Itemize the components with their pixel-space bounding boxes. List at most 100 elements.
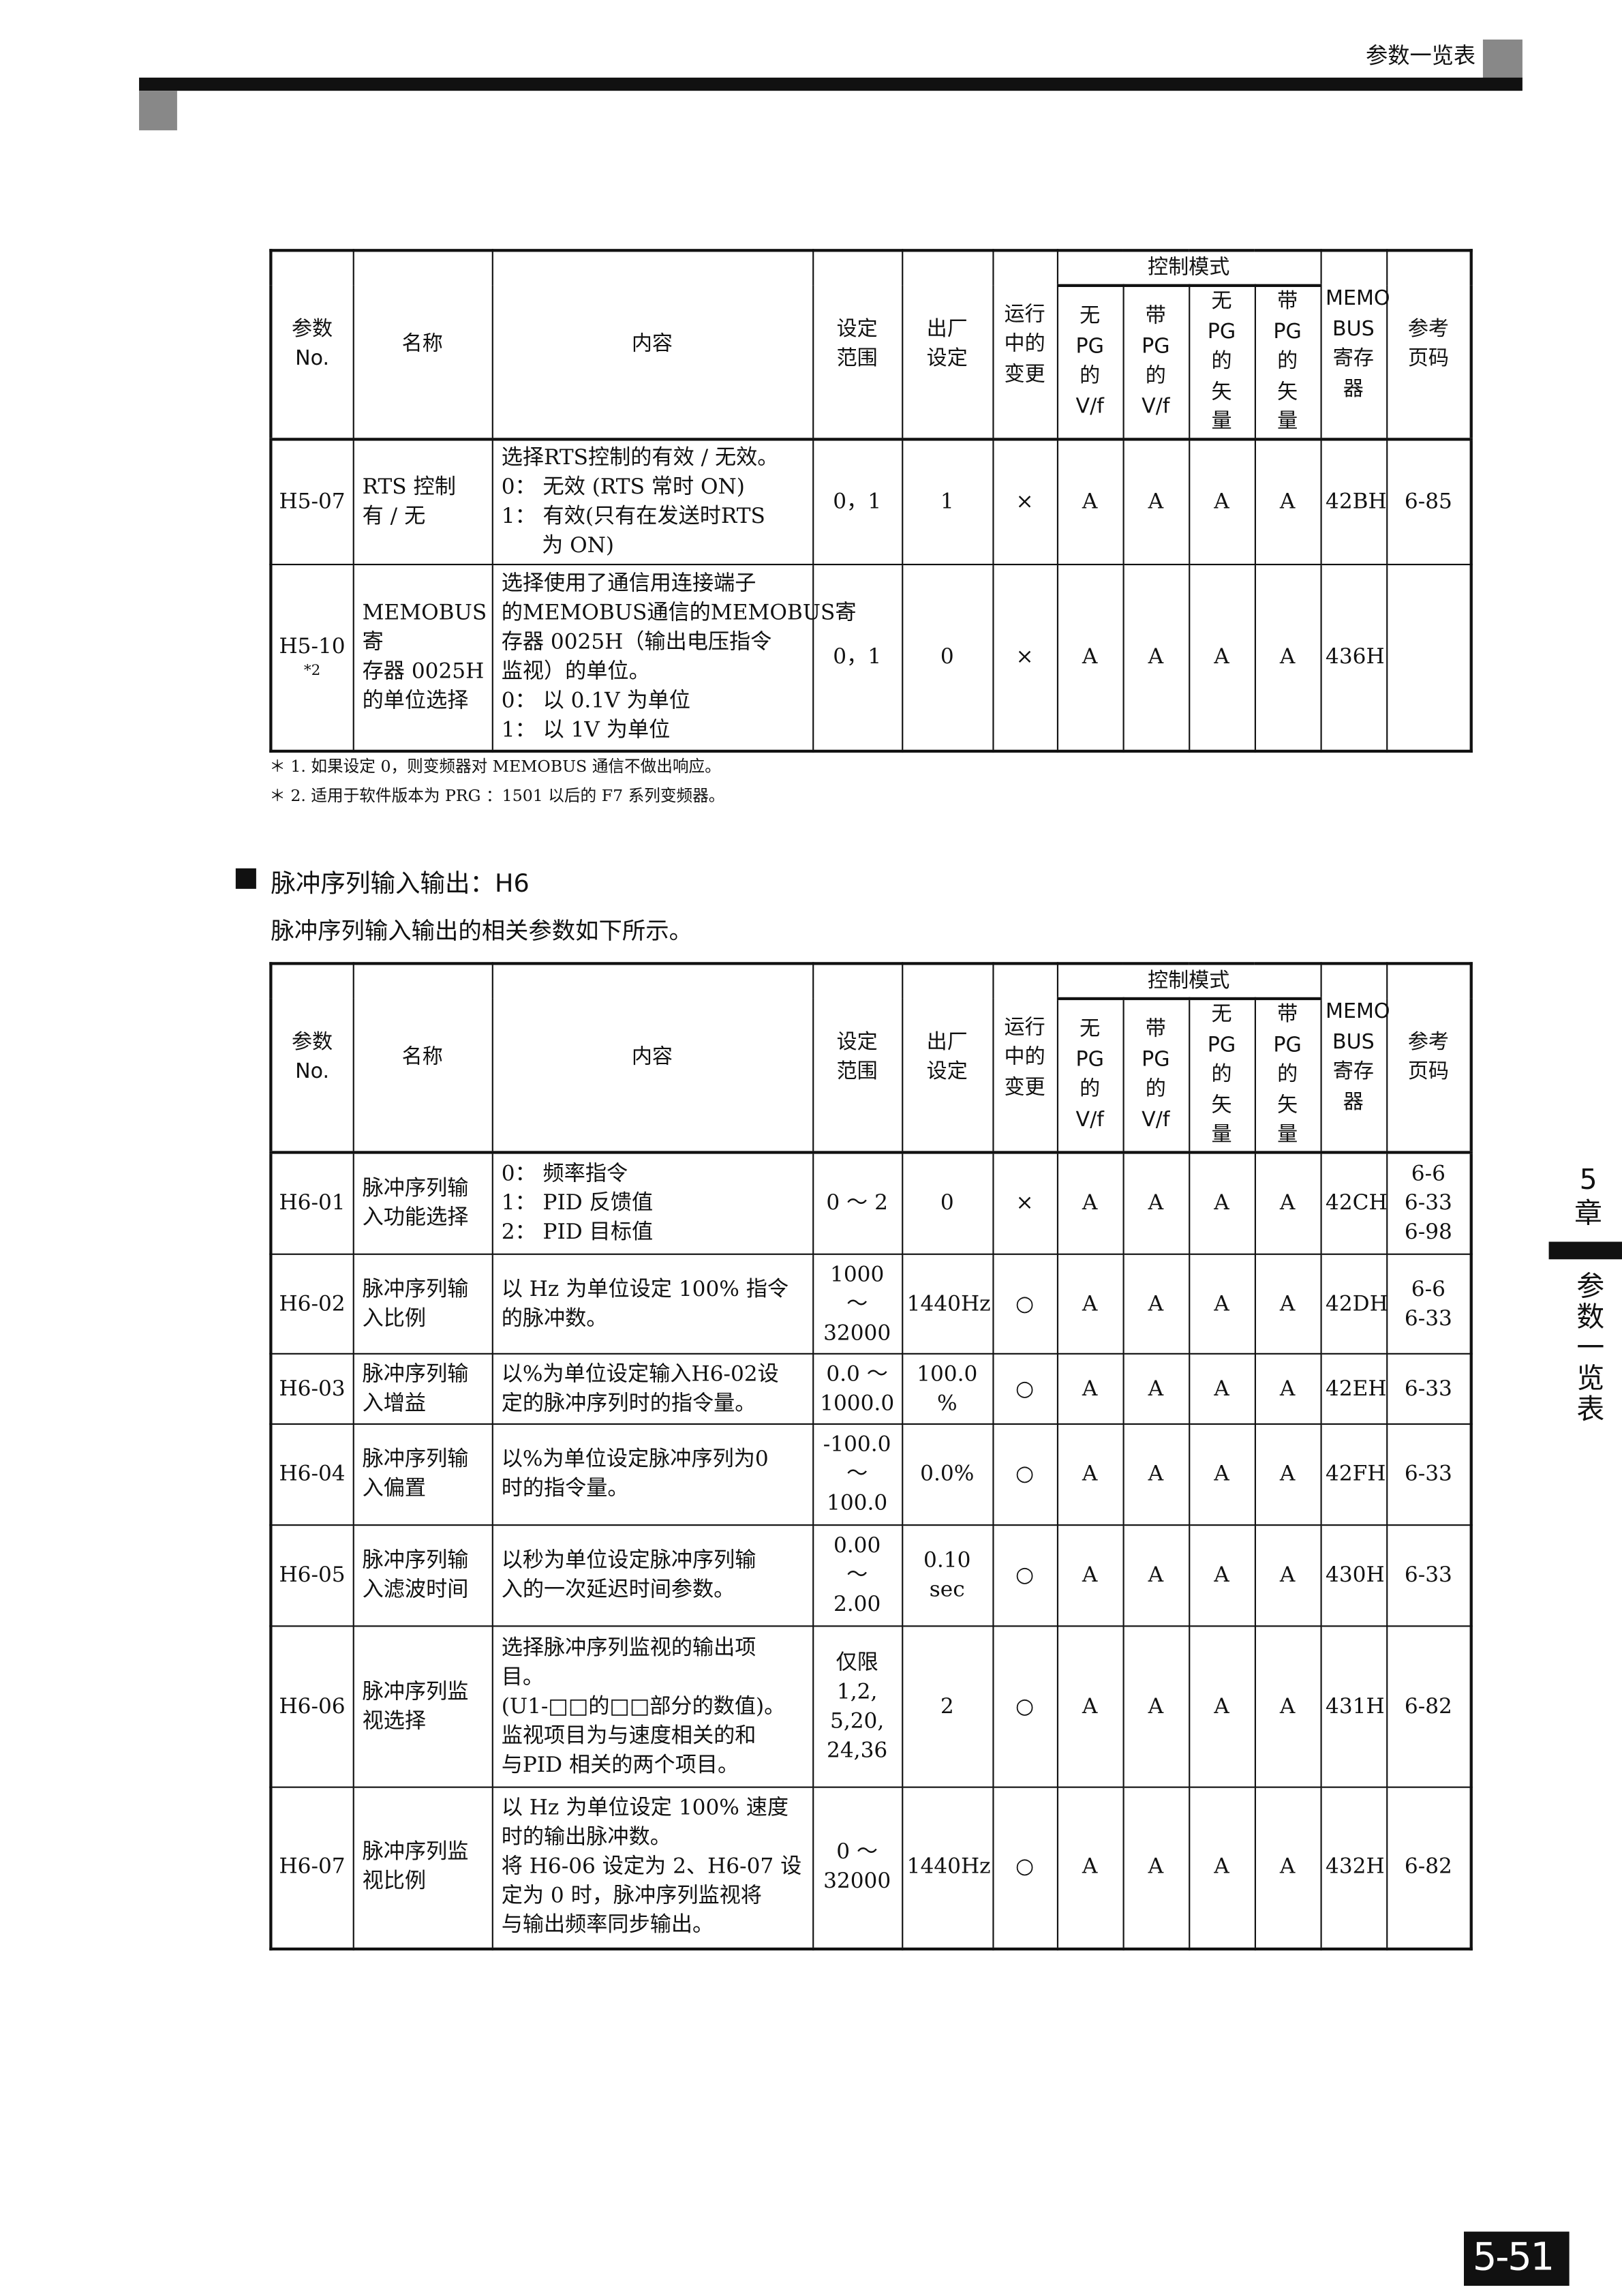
param-page: 6-85: [1386, 438, 1472, 566]
param-content: 选择RTS控制的有效 / 无效。 0： 无效 (RTS 常时 ON) 1： 有效(只…: [491, 438, 814, 566]
param-default: 0.10 sec: [901, 1524, 994, 1627]
cell-line: ×: [1015, 645, 1034, 669]
param-register: 436H: [1319, 563, 1388, 751]
cell-line: 带: [1277, 290, 1298, 314]
param-mode: A: [1188, 1524, 1255, 1627]
param-register: 430H: [1319, 1524, 1388, 1627]
cell-line: 仅限: [836, 1650, 878, 1675]
param-range: 1000 ～ 32000: [812, 1253, 903, 1355]
cell-line: 的: [1211, 350, 1232, 374]
param-page: [1386, 563, 1472, 751]
param-mode: A: [1188, 1423, 1255, 1526]
cell-line: 0 ～ 2: [826, 1191, 888, 1215]
param-content: 以秒为单位设定脉冲序列输 入的一次延迟时间参数。: [491, 1524, 814, 1627]
cell-line: 1： 有效(只有在发送时RTS: [501, 504, 765, 528]
header-title: 参数一览表: [1366, 42, 1476, 69]
param-register: 432H: [1319, 1786, 1388, 1949]
header-cell: 运行 中的 变更: [992, 963, 1058, 1153]
cell-line: 无: [1080, 305, 1101, 329]
cell-line: 内容: [631, 332, 673, 356]
param-mode: A: [1122, 1625, 1190, 1788]
header-cell: MEMO BUS 寄存器: [1319, 250, 1390, 440]
cell-line: No.: [295, 1060, 330, 1085]
param-change: ○: [992, 1524, 1058, 1627]
cell-line: 1： 以 1V 为单位: [501, 719, 671, 742]
header-cell: 参数 No.: [270, 250, 354, 440]
param-mode: A: [1122, 1786, 1190, 1949]
param-content: 以%为单位设定输入H6-02设 定的脉冲序列时的指令量。: [491, 1353, 814, 1425]
cell-line: 0.0%: [920, 1462, 975, 1487]
param-no: H6-03: [270, 1353, 354, 1425]
cell-line: 定的脉冲序列时的指令量。: [501, 1391, 756, 1416]
param-name: 脉冲序列输 入比例: [352, 1253, 493, 1355]
cell-line: 矢: [1211, 1093, 1232, 1117]
cell-line: 脉冲序列监: [362, 1680, 469, 1704]
param-no: H5-10 *2: [270, 563, 354, 751]
table-row: H6-05 脉冲序列输 入滤波时间 以秒为单位设定脉冲序列输 入的一次延迟时间参数。 0.…: [270, 1524, 1472, 1627]
param-mode: A: [1253, 1353, 1321, 1425]
cell-line: 目。: [501, 1665, 544, 1689]
cell-line: 参数: [291, 317, 333, 341]
cell-line: 内容: [631, 1045, 673, 1070]
cell-line: 与PID 相关的两个项目。: [501, 1753, 739, 1777]
param-no: H6-06: [270, 1625, 354, 1788]
param-mode: A: [1056, 1786, 1124, 1949]
cell-line: 选择脉冲序列监视的输出项: [501, 1636, 756, 1660]
param-default: 0: [901, 1151, 994, 1255]
cell-line: 42DH: [1326, 1292, 1388, 1316]
cell-line: 6-98: [1404, 1220, 1452, 1245]
cell-line: 的单位选择: [362, 689, 469, 713]
cell-line: 变更: [1004, 362, 1045, 386]
header-cell: 设定 范围: [812, 250, 903, 440]
cell-line: 1000.0: [820, 1391, 895, 1416]
cell-line: RTS 控制: [362, 475, 456, 499]
param-note: *2: [303, 663, 321, 680]
cell-line: 运行: [1004, 1015, 1045, 1040]
cell-line: 42EH: [1326, 1377, 1387, 1401]
cell-line: 0: [940, 1191, 954, 1215]
cell-line: ○: [1015, 1856, 1035, 1879]
param-default: 100.0%: [901, 1353, 994, 1425]
cell-line: 1,2,: [836, 1680, 878, 1704]
param-mode: A: [1253, 1625, 1321, 1788]
param-mode: A: [1122, 1353, 1190, 1425]
param-mode: A: [1188, 1786, 1255, 1949]
table-row: H6-07 脉冲序列监 视比例以 Hz 为单位设定 100% 速度 时的输出脉冲数。将…: [270, 1786, 1472, 1949]
cell-line: 名称: [401, 332, 443, 356]
param-default: 2: [901, 1625, 994, 1788]
cell-line: 入滤波时间: [362, 1578, 469, 1602]
cell-line: 1： PID 反馈值: [501, 1191, 654, 1215]
cell-line: H6-02: [279, 1292, 346, 1316]
param-change: ×: [992, 1151, 1058, 1255]
cell-line: 32000: [823, 1321, 891, 1345]
cell-line: 5,20,: [830, 1709, 885, 1734]
cell-line: 量: [1277, 1123, 1298, 1147]
param-page: 6-82: [1386, 1786, 1472, 1949]
cell-line: 0.10: [923, 1549, 971, 1573]
param-range: 0.0 ～ 1000.0: [812, 1353, 903, 1425]
cell-line: 0，1: [833, 490, 882, 514]
cell-line: 6-6: [1411, 1162, 1445, 1186]
cell-line: 脉冲序列输: [362, 1362, 469, 1387]
cell-line: 100.0: [827, 1492, 888, 1516]
param-mode: A: [1188, 1353, 1255, 1425]
cell-line: 1: [940, 490, 954, 514]
cell-line: 设定: [926, 1060, 968, 1085]
cell-line: 有 / 无: [362, 504, 426, 528]
cell-line: 432H: [1326, 1856, 1385, 1879]
header-cell: 设定 范围: [812, 963, 903, 1153]
header-cell: MEMO BUS 寄存器: [1319, 963, 1390, 1153]
cell-line: 存器 0025H: [362, 660, 485, 684]
param-no: H6-05: [270, 1524, 354, 1627]
cell-line: MEMOBUS 寄: [362, 601, 487, 654]
param-change: ×: [992, 438, 1058, 566]
cell-line: 2: [940, 1695, 954, 1719]
param-mode: A: [1056, 1353, 1124, 1425]
cell-line: 监视项目为与速度相关的和: [501, 1724, 756, 1748]
cell-line: 视选择: [362, 1709, 427, 1734]
param-mode: A: [1188, 1253, 1255, 1355]
param-name: 脉冲序列监 视选择: [352, 1625, 493, 1788]
header-cell: 无 PG 的 V/f: [1056, 284, 1124, 440]
header-group: 控制模式: [1056, 250, 1321, 286]
cell-line: (U1-□□的□□部分的数值)。: [501, 1695, 786, 1719]
